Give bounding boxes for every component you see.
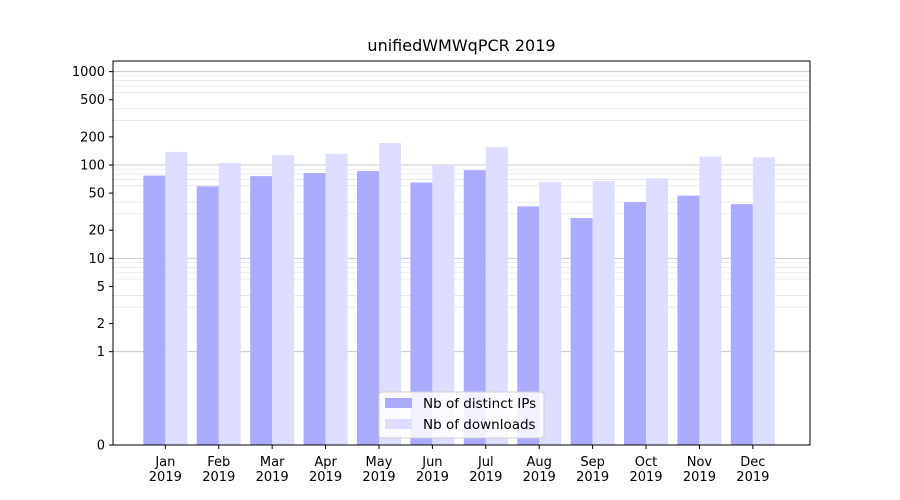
bar-distinct-ips: [356, 171, 379, 445]
legend-label: Nb of distinct IPs: [423, 396, 536, 412]
bar-downloads: [165, 151, 188, 445]
bar-downloads: [432, 164, 455, 446]
x-tick-label: Jan: [154, 455, 175, 470]
x-tick-label: 2019: [149, 470, 182, 485]
legend-box: [378, 391, 545, 439]
bar-downloads: [699, 156, 722, 446]
x-tick-label: Jun: [421, 455, 442, 470]
y-tick-label: 0: [97, 439, 105, 454]
y-tick-label: 1: [97, 345, 105, 360]
bar-downloads: [378, 142, 401, 445]
bar-distinct-ips: [730, 204, 753, 445]
y-tick-label: 50: [88, 187, 105, 202]
bar-distinct-ips: [196, 186, 219, 445]
bar-distinct-ips: [410, 182, 433, 445]
bar-distinct-ips: [624, 202, 647, 445]
x-tick-label: 2019: [576, 470, 609, 485]
x-tick-label: 2019: [469, 470, 502, 485]
y-tick-label: 500: [80, 93, 105, 108]
bar-downloads: [218, 162, 241, 445]
y-tick-label: 20: [88, 224, 105, 239]
bar-downloads: [539, 181, 562, 445]
y-tick-label: 1000: [72, 65, 105, 80]
x-tick-label: 2019: [683, 470, 716, 485]
bar-downloads: [272, 155, 295, 446]
x-tick-label: 2019: [256, 470, 289, 485]
x-tick-label: Dec: [740, 455, 765, 470]
bar-distinct-ips: [677, 195, 700, 445]
bar-downloads: [325, 153, 348, 445]
x-tick-label: 2019: [362, 470, 395, 485]
bar-distinct-ips: [143, 175, 166, 445]
legend-label: Nb of downloads: [423, 417, 536, 433]
x-tick-label: 2019: [629, 470, 662, 485]
x-tick-label: Aug: [527, 455, 552, 470]
x-tick-label: Nov: [687, 455, 713, 470]
bar-distinct-ips: [303, 173, 326, 445]
x-tick-label: Feb: [207, 455, 230, 470]
y-tick-label: 5: [97, 280, 105, 295]
bar-downloads: [752, 157, 775, 445]
bar-downloads: [592, 181, 615, 446]
plot-frame: [112, 60, 811, 446]
y-tick-label: 200: [80, 130, 105, 145]
bars: [143, 142, 775, 446]
x-tick-label: 2019: [202, 470, 235, 485]
bar-distinct-ips: [570, 218, 593, 445]
y-tick-label: 10: [88, 252, 105, 267]
bar-distinct-ips: [517, 206, 540, 445]
x-tick-label: 2019: [416, 470, 449, 485]
y-tick-label: 2: [97, 317, 105, 332]
x-tick-label: May: [366, 455, 393, 470]
legend-swatch: [385, 419, 412, 429]
x-tick-label: 2019: [736, 470, 769, 485]
x-tick-label: 2019: [309, 470, 342, 485]
bar-distinct-ips: [250, 176, 273, 445]
legend: Nb of distinct IPs Nb of downloads: [378, 391, 545, 439]
legend-swatch: [385, 398, 412, 408]
bar-downloads: [646, 178, 669, 445]
axes: Jan2019Feb2019Mar2019Apr2019May2019Jun20…: [72, 60, 811, 485]
x-tick-label: Sep: [580, 455, 605, 470]
bar-distinct-ips: [463, 170, 486, 445]
x-tick-label: Apr: [314, 455, 337, 470]
x-tick-label: Oct: [635, 455, 657, 470]
y-tick-label: 100: [80, 158, 105, 173]
x-tick-label: 2019: [523, 470, 556, 485]
x-tick-label: Mar: [260, 455, 285, 470]
bar-downloads: [485, 147, 508, 445]
chart-title: unifiedWMWqPCR 2019: [367, 36, 555, 55]
x-tick-label: Jul: [477, 455, 494, 470]
